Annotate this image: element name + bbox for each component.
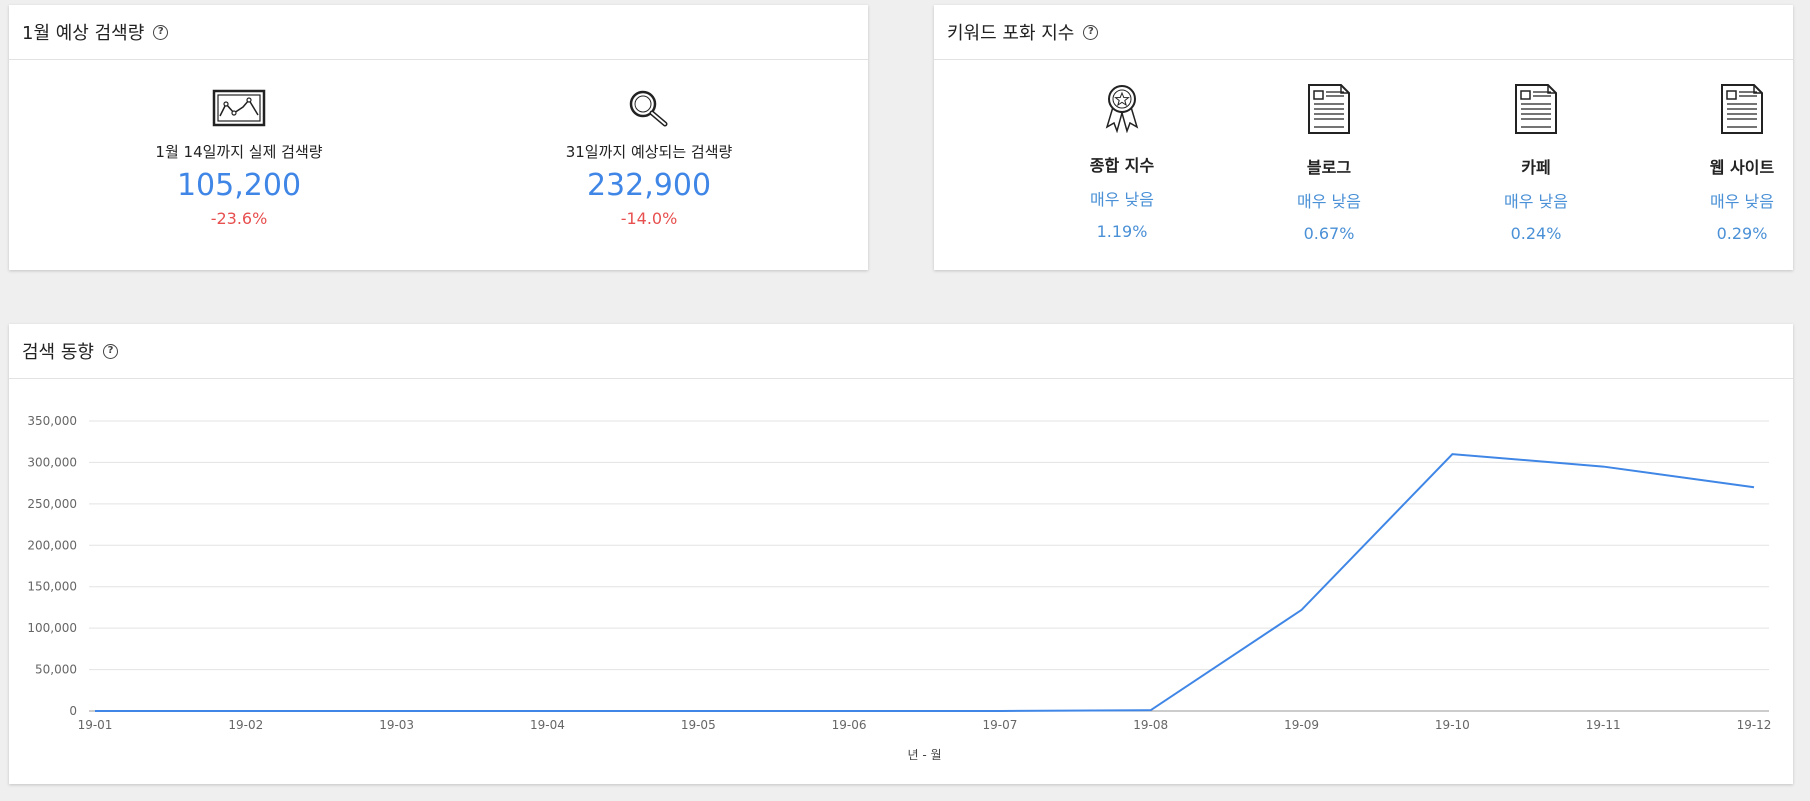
trend-header: 검색 동향 ? — [9, 324, 1793, 379]
data-point — [1601, 465, 1605, 469]
y-tick-label: 300,000 — [27, 455, 77, 469]
y-tick-label: 100,000 — [27, 621, 77, 635]
saturation-header: 키워드 포화 지수 ? — [934, 5, 1793, 60]
x-tick-label: 19-12 — [1737, 718, 1772, 732]
saturation-percent: 0.67% — [1303, 224, 1355, 243]
award-ribbon-icon — [1105, 85, 1139, 134]
actual-volume-stat: 1월 14일까지 실제 검색량 105,200 -23.6% — [89, 89, 389, 228]
predicted-volume-label: 31일까지 예상되는 검색량 — [565, 143, 733, 161]
saturation-card: 키워드 포화 지수 ? 종합 지수 매우 낮음 1.19% 블로그 매우 낮음 — [934, 5, 1793, 270]
data-point — [1300, 608, 1304, 612]
y-tick-label: 0 — [69, 704, 77, 718]
data-point — [395, 709, 399, 713]
x-tick-label: 19-08 — [1133, 718, 1168, 732]
document-icon — [1515, 84, 1557, 134]
saturation-label: 카페 — [1521, 158, 1551, 177]
saturation-level: 매우 낮음 — [1090, 190, 1154, 209]
magnifier-icon — [629, 90, 668, 127]
x-tick-label: 19-02 — [228, 718, 263, 732]
y-tick-label: 50,000 — [35, 663, 77, 677]
saturation-level: 매우 낮음 — [1297, 192, 1361, 211]
x-tick-label: 19-04 — [530, 718, 565, 732]
y-tick-label: 250,000 — [27, 497, 77, 511]
actual-volume-label: 1월 14일까지 실제 검색량 — [155, 143, 323, 161]
saturation-item-cafe: 카페 매우 낮음 0.24% — [1466, 83, 1606, 243]
y-tick-label: 150,000 — [27, 580, 77, 594]
x-tick-label: 19-07 — [982, 718, 1017, 732]
trend-card: 검색 동향 ? 0 50,000 100,000 150,000 200,000 250,… — [9, 324, 1793, 784]
help-icon[interactable]: ? — [102, 343, 118, 359]
x-tick-label: 19-01 — [78, 718, 113, 732]
y-tick-label: 200,000 — [27, 538, 77, 552]
trend-line-chart: 0 50,000 100,000 150,000 200,000 250,000 300,0… — [27, 414, 1772, 762]
saturation-level: 매우 낮음 — [1504, 192, 1568, 211]
document-icon — [1308, 84, 1350, 134]
actual-volume-delta: -23.6% — [210, 209, 268, 228]
forecast-card: 1월 예상 검색량 ? 1월 14일까지 실제 검색량 105,200 -23.… — [9, 5, 868, 270]
saturation-level: 매우 낮음 — [1710, 192, 1774, 211]
x-tick-label: 19-10 — [1435, 718, 1470, 732]
data-point — [696, 709, 700, 713]
actual-volume-value: 105,200 — [176, 168, 302, 203]
data-point — [847, 709, 851, 713]
data-point — [244, 709, 248, 713]
saturation-percent: 0.29% — [1716, 224, 1768, 243]
data-point — [93, 709, 97, 713]
predicted-volume-stat: 31일까지 예상되는 검색량 232,900 -14.0% — [499, 89, 799, 228]
data-point — [1450, 452, 1454, 456]
series-line — [95, 453, 1755, 712]
saturation-title: 키워드 포화 지수 — [947, 23, 1075, 44]
data-point — [1752, 485, 1756, 489]
saturation-item-overall: 종합 지수 매우 낮음 1.19% — [1052, 83, 1192, 241]
predicted-volume-delta: -14.0% — [620, 209, 678, 228]
help-icon[interactable]: ? — [153, 24, 169, 40]
predicted-volume-value: 232,900 — [586, 168, 712, 203]
document-icon — [1721, 84, 1763, 134]
forecast-title: 1월 예상 검색량 — [22, 23, 145, 44]
trend-title: 검색 동향 — [22, 342, 94, 363]
saturation-percent: 1.19% — [1096, 222, 1148, 241]
data-point — [1149, 708, 1153, 712]
data-point — [998, 709, 1002, 713]
forecast-header: 1월 예상 검색량 ? — [9, 5, 868, 60]
saturation-label: 블로그 — [1306, 158, 1352, 177]
saturation-percent: 0.24% — [1510, 224, 1562, 243]
help-icon[interactable]: ? — [1083, 24, 1099, 40]
x-axis-label: 년 - 월 — [907, 748, 941, 762]
x-tick-label: 19-09 — [1284, 718, 1319, 732]
data-point — [545, 709, 549, 713]
line-chart-frame-icon — [212, 89, 266, 127]
saturation-item-blog: 블로그 매우 낮음 0.67% — [1259, 83, 1399, 243]
y-tick-label: 350,000 — [27, 414, 77, 428]
x-tick-label: 19-03 — [379, 718, 414, 732]
saturation-item-website: 웹 사이트 매우 낮음 0.29% — [1672, 83, 1810, 243]
saturation-label: 웹 사이트 — [1709, 158, 1775, 177]
x-tick-label: 19-06 — [832, 718, 867, 732]
saturation-label: 종합 지수 — [1089, 156, 1155, 175]
x-tick-label: 19-11 — [1586, 718, 1621, 732]
x-tick-label: 19-05 — [681, 718, 716, 732]
